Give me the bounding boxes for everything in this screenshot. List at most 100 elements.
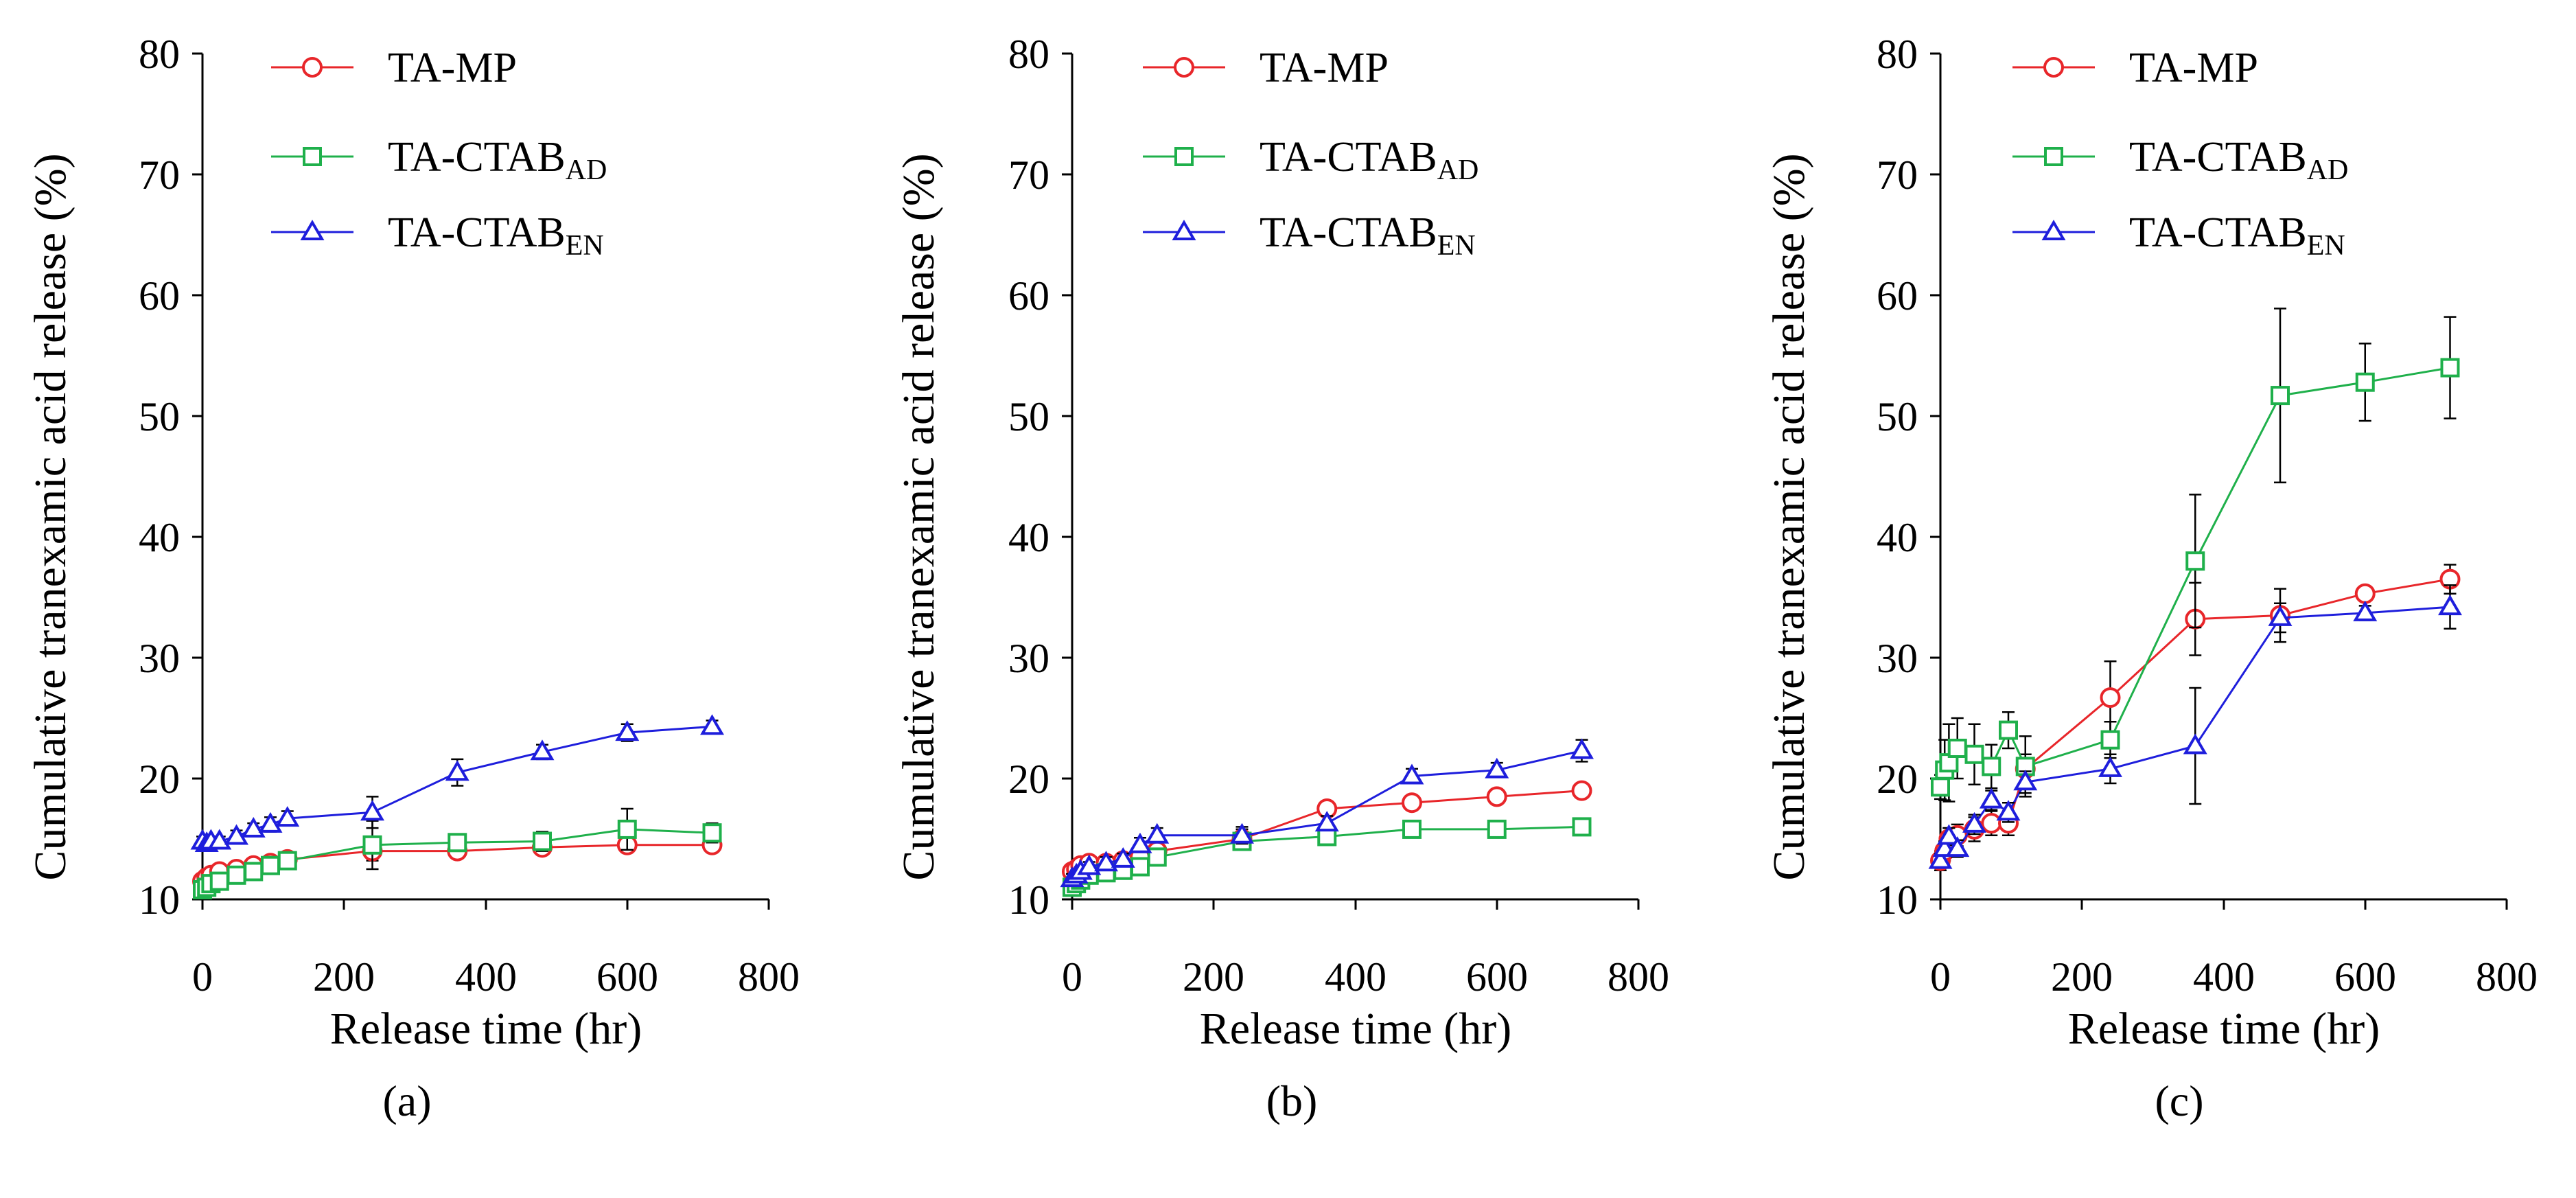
data-point xyxy=(2100,730,2120,750)
plot-area xyxy=(190,714,724,899)
data-point xyxy=(1982,757,2001,776)
y-axis: 10 20 30 40 50 60 70 80 xyxy=(1877,32,1942,923)
x-tick-label: 400 xyxy=(455,954,517,1000)
data-point xyxy=(617,819,637,839)
legend-item: TA-CTABAD xyxy=(1143,134,1478,186)
y-tick-label: 10 xyxy=(1008,877,1049,923)
legend-item: TA-CTABAD xyxy=(2012,134,2348,186)
legend: TA-MP TA-CTABAD TA-CTABEN xyxy=(271,45,607,262)
data-point xyxy=(1486,786,1507,807)
legend-item: TA-MP xyxy=(2012,45,2258,91)
data-point xyxy=(530,739,555,761)
x-tick-label: 600 xyxy=(1466,954,1528,1000)
data-point xyxy=(2013,770,2038,791)
data-point xyxy=(2098,756,2122,777)
data-point xyxy=(207,829,232,850)
series-ta-ctabad xyxy=(1931,308,2460,803)
x-tick-label: 800 xyxy=(2476,954,2538,1000)
data-point xyxy=(258,811,283,833)
data-point xyxy=(277,851,297,871)
data-point xyxy=(2354,583,2376,604)
data-point xyxy=(362,835,382,855)
data-point xyxy=(1570,738,1594,759)
data-point xyxy=(2100,687,2121,709)
y-tick-label: 10 xyxy=(139,877,180,923)
x-tick-label: 200 xyxy=(2051,954,2113,1000)
x-tick-label: 600 xyxy=(596,954,658,1000)
x-tick-label: 400 xyxy=(1325,954,1386,1000)
data-point xyxy=(1128,832,1152,853)
y-tick-label: 80 xyxy=(1877,32,1918,77)
plot-area xyxy=(1928,308,2462,872)
legend-item: TA-MP xyxy=(271,45,517,91)
data-point xyxy=(1485,757,1509,779)
data-point xyxy=(1487,819,1507,839)
data-point xyxy=(445,760,469,781)
y-tick-label: 40 xyxy=(1877,515,1918,560)
data-point xyxy=(1979,787,2004,809)
data-point xyxy=(1936,824,1961,845)
series-ta-ctaben xyxy=(1928,584,2462,869)
x-tick-label: 600 xyxy=(2334,954,2396,1000)
y-axis: 10 20 30 40 50 60 70 80 xyxy=(1008,32,1074,923)
data-point xyxy=(227,865,246,885)
data-point xyxy=(2440,358,2460,378)
y-axis-title: Cumulative tranexamic acid release (%) xyxy=(1764,153,1814,880)
y-tick-label: 70 xyxy=(139,152,180,198)
y-tick-label: 40 xyxy=(139,515,180,560)
legend-label: TA-CTABAD xyxy=(2129,134,2348,186)
legend-label: TA-CTABAD xyxy=(388,134,607,186)
x-axis-title: Release time (hr) xyxy=(2068,1004,2380,1054)
y-tick-label: 30 xyxy=(1008,636,1049,681)
y-tick-label: 50 xyxy=(1008,394,1049,439)
data-point xyxy=(1111,846,1135,868)
panel-label: (a) xyxy=(382,1076,431,1125)
data-point xyxy=(1402,792,1422,814)
data-point xyxy=(615,720,640,741)
legend-item: TA-CTABEN xyxy=(1143,209,1476,262)
legend-marker xyxy=(2041,220,2066,240)
y-tick-label: 60 xyxy=(1877,273,1918,319)
data-point xyxy=(1931,777,1950,797)
y-tick-label: 80 xyxy=(1008,32,1049,77)
legend-marker xyxy=(302,57,323,78)
y-axis-title: Cumulative tranexamic acid release (%) xyxy=(894,153,944,880)
x-tick-label: 200 xyxy=(313,954,375,1000)
data-point xyxy=(1400,763,1424,785)
panel-label: (c) xyxy=(2155,1076,2203,1125)
legend-marker xyxy=(1172,220,1196,240)
data-point xyxy=(1145,822,1170,844)
data-point xyxy=(224,824,248,845)
y-tick-label: 50 xyxy=(1877,394,1918,439)
y-tick-label: 80 xyxy=(139,32,180,77)
y-tick-label: 50 xyxy=(139,394,180,439)
legend: TA-MP TA-CTABAD TA-CTABEN xyxy=(1143,45,1478,262)
legend: TA-MP TA-CTABAD TA-CTABEN xyxy=(2012,45,2348,262)
data-point xyxy=(1996,800,2021,821)
data-point xyxy=(1962,811,1986,833)
x-tick-label: 400 xyxy=(2193,954,2255,1000)
y-tick-label: 20 xyxy=(1877,757,1918,802)
data-point xyxy=(1928,848,1953,869)
data-point xyxy=(244,862,264,882)
data-point xyxy=(261,855,280,875)
data-point xyxy=(360,800,384,821)
series-ta-ctaben xyxy=(1060,738,1594,888)
x-tick-label: 200 xyxy=(1183,954,1244,1000)
data-point xyxy=(2438,595,2462,616)
y-tick-label: 20 xyxy=(139,757,180,802)
y-tick-label: 20 xyxy=(1008,757,1049,802)
data-point xyxy=(1999,720,2018,740)
x-tick-label: 800 xyxy=(738,954,800,1000)
data-point xyxy=(241,816,266,838)
series-ta-ctaben xyxy=(190,714,724,853)
legend-item: TA-CTABEN xyxy=(2012,209,2345,262)
legend-item: TA-CTABEN xyxy=(271,209,604,262)
data-point xyxy=(2353,600,2378,621)
legend-label: TA-CTABEN xyxy=(1260,209,1476,262)
data-point xyxy=(1077,854,1102,875)
data-point xyxy=(1981,813,2002,834)
data-point xyxy=(700,714,724,735)
y-tick-label: 30 xyxy=(1877,636,1918,681)
